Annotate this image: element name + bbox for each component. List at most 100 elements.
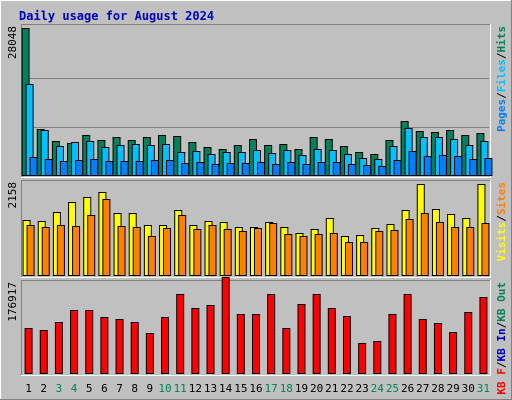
bar-kb-f <box>145 333 154 374</box>
legend-item: Hits <box>495 26 508 53</box>
bar-kb-f <box>449 332 458 374</box>
bar-sites <box>466 227 475 276</box>
day-label: 25 <box>386 382 399 395</box>
bar-sites <box>223 229 232 276</box>
day-label: 16 <box>249 382 262 395</box>
day-label: 18 <box>280 382 293 395</box>
bar-kb-f <box>464 312 473 374</box>
legend: Visits/Sites <box>495 182 508 262</box>
bar-pages <box>226 163 235 176</box>
bar-pages <box>438 155 447 176</box>
day-label: 22 <box>340 382 353 395</box>
bar-sites <box>163 228 172 276</box>
day-label: 10 <box>158 382 171 395</box>
bar-pages <box>90 159 99 176</box>
bar-kb-f <box>24 328 33 374</box>
bar-kb-f <box>312 294 321 374</box>
bar-kb-f <box>403 294 412 374</box>
bar-sites <box>72 226 81 276</box>
bar-pages <box>166 160 175 176</box>
bar-sites <box>238 231 247 276</box>
legend-item: Pages <box>495 99 508 132</box>
bar-sites <box>26 225 35 276</box>
bar-sites <box>284 234 293 276</box>
bar-sites <box>375 231 384 276</box>
day-label: 31 <box>477 382 490 395</box>
day-label: 6 <box>101 382 108 395</box>
day-label: 4 <box>71 382 78 395</box>
y-max-label: 176917 <box>6 282 19 322</box>
bar-sites <box>360 242 369 276</box>
bar-pages <box>257 162 265 176</box>
legend-item: KB F <box>495 368 508 395</box>
series-pages <box>29 151 493 176</box>
day-label: 3 <box>56 382 63 395</box>
series-sites <box>26 199 490 276</box>
bar-pages <box>196 162 205 176</box>
legend-separator: / <box>495 215 508 222</box>
chart-title: Daily usage for August 2024 <box>19 9 214 23</box>
day-label: 28 <box>431 382 444 395</box>
bar-pages <box>181 163 190 176</box>
bar-sites <box>344 242 353 276</box>
panel-visitors: 2158 Visits/Sites <box>6 180 508 278</box>
bar-pages <box>272 164 281 176</box>
bar-kb-f <box>100 317 109 374</box>
legend-separator: / <box>495 52 508 59</box>
day-label: 2 <box>40 382 47 395</box>
day-label: 11 <box>174 382 187 395</box>
bar-sites <box>193 229 202 276</box>
legend-item: KB Out <box>495 282 508 322</box>
bar-pages <box>469 159 478 176</box>
bar-sites <box>56 225 65 276</box>
bar-pages <box>287 162 296 176</box>
bar-pages <box>393 160 402 176</box>
day-labels: 1 2 3 4 5 6 7 8 9 10 11 12 13 14 15 16 17 18 19 20 21 22 23 24 2… <box>25 382 490 395</box>
bar-pages <box>241 163 250 176</box>
bar-kb-f <box>282 328 291 374</box>
bar-kb-f <box>85 310 94 374</box>
bar-sites <box>132 227 141 276</box>
bar-pages <box>59 161 68 176</box>
day-label: 20 <box>310 382 323 395</box>
bar-pages <box>408 151 417 176</box>
day-label: 5 <box>86 382 93 395</box>
legend-separator: / <box>495 361 508 368</box>
day-label: 27 <box>416 382 429 395</box>
bar-pages <box>29 157 38 176</box>
bar-sites <box>41 227 50 276</box>
bar-pages <box>484 158 493 176</box>
legend: KB F/KB In/KB Out <box>495 282 508 395</box>
bar-pages <box>332 162 341 176</box>
day-label: 1 <box>25 382 32 395</box>
day-label: 19 <box>295 382 308 395</box>
bar-kb-f <box>373 341 382 374</box>
bar-kb-f <box>54 322 63 374</box>
bar-sites <box>87 215 96 276</box>
bar-sites <box>178 215 187 276</box>
bar-sites <box>435 222 444 276</box>
legend-separator: / <box>495 321 508 328</box>
bar-sites <box>314 234 323 276</box>
bar-kb-f <box>115 319 124 374</box>
bar-pages <box>454 156 463 176</box>
day-label: 15 <box>234 382 247 395</box>
bar-kb-f <box>221 277 230 374</box>
bar-pages <box>317 162 326 176</box>
bar-kb-f <box>191 308 200 374</box>
day-label: 29 <box>446 382 459 395</box>
bar-sites <box>102 199 111 276</box>
bar-pages <box>378 166 387 176</box>
day-label: 9 <box>147 382 154 395</box>
bar-kb-f <box>176 294 185 374</box>
bar-kb-f <box>252 314 260 374</box>
bar-kb-f <box>479 297 488 374</box>
legend-item: Visits <box>495 222 508 262</box>
bar-pages <box>44 159 53 176</box>
bar-kb-f <box>388 314 397 374</box>
bar-kb-f <box>161 317 170 374</box>
bar-pages <box>120 161 129 176</box>
